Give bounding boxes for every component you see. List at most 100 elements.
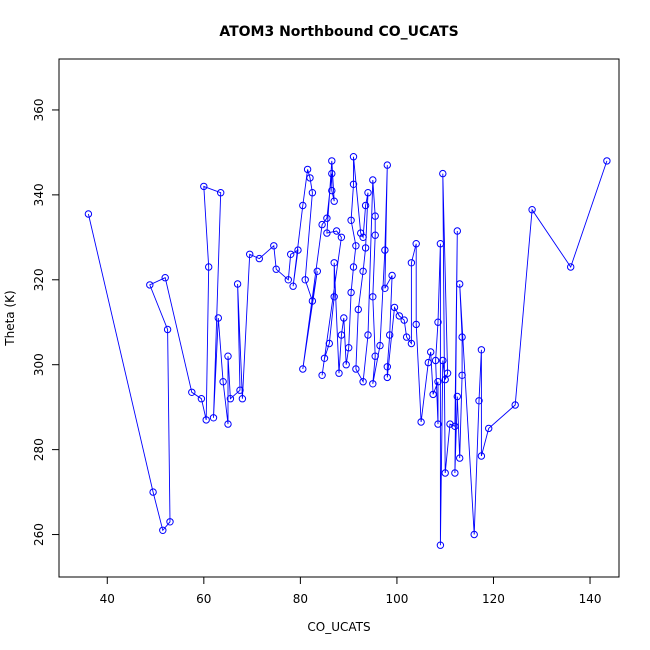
- data-point: [383, 373, 391, 382]
- data-point: [306, 174, 314, 182]
- data-point: [439, 356, 447, 365]
- data-point: [236, 386, 244, 394]
- data-point: [146, 281, 154, 289]
- data-point: [458, 333, 466, 341]
- data-point: [289, 282, 297, 290]
- data-point: [197, 395, 206, 403]
- data-point: [359, 378, 367, 386]
- data-point: [359, 267, 367, 275]
- data-point: [383, 363, 391, 371]
- data-point: [219, 378, 227, 386]
- data-point: [320, 354, 329, 362]
- data-point: [357, 229, 365, 237]
- data-point: [477, 452, 486, 460]
- data-point: [388, 271, 396, 280]
- x-axis: 40 60 80 100 120 140: [100, 576, 602, 606]
- data-point: [352, 242, 360, 250]
- data-point: [400, 316, 408, 324]
- data-point: [328, 169, 336, 178]
- data-point: [511, 401, 519, 409]
- data-point: [456, 454, 464, 462]
- data-point: [330, 259, 338, 267]
- data-point: [417, 418, 425, 426]
- data-point: [205, 263, 213, 271]
- data-point: [470, 530, 478, 539]
- data-point: [376, 341, 384, 350]
- data-point: [163, 325, 172, 334]
- data-point: [299, 201, 307, 210]
- data-point: [318, 220, 326, 229]
- y-tick-label: 360: [32, 98, 46, 121]
- data-point: [272, 265, 280, 273]
- data-point: [429, 390, 437, 399]
- data-point: [364, 331, 372, 339]
- data-point: [381, 246, 389, 254]
- data-point: [202, 416, 210, 424]
- data-point: [287, 250, 295, 259]
- x-tick-label: 40: [100, 592, 115, 606]
- data-point: [345, 344, 353, 352]
- y-tick-label: 320: [32, 268, 46, 291]
- data-point: [407, 339, 416, 348]
- data-point: [209, 414, 218, 422]
- data-point: [323, 214, 331, 222]
- series-points-group: [84, 153, 611, 549]
- data-point: [441, 375, 449, 384]
- data-point: [330, 293, 338, 301]
- data-point: [436, 541, 445, 549]
- data-point: [361, 201, 370, 210]
- data-point: [424, 358, 432, 367]
- data-point: [349, 180, 358, 189]
- data-point: [412, 320, 420, 329]
- data-point: [337, 331, 346, 339]
- data-point: [446, 420, 454, 428]
- data-point: [284, 276, 292, 284]
- data-point: [431, 356, 440, 365]
- data-point: [402, 333, 411, 341]
- data-point: [188, 388, 196, 396]
- x-tick-label: 120: [482, 592, 505, 606]
- data-point: [434, 378, 442, 386]
- data-point: [328, 186, 336, 195]
- x-tick-label: 60: [196, 592, 211, 606]
- data-point: [453, 227, 461, 235]
- data-point: [340, 314, 348, 322]
- data-point: [369, 380, 377, 388]
- y-tick-label: 300: [32, 353, 46, 376]
- data-point: [361, 244, 370, 252]
- x-tick-label: 140: [579, 592, 602, 606]
- data-point: [434, 318, 442, 326]
- data-point: [270, 242, 278, 250]
- data-point: [369, 293, 377, 301]
- data-point: [458, 371, 466, 379]
- data-point: [369, 176, 377, 184]
- data-point: [436, 240, 445, 248]
- data-point: [359, 233, 367, 242]
- y-tick-label: 280: [32, 438, 46, 461]
- y-tick-label: 260: [32, 523, 46, 546]
- data-point: [443, 369, 452, 377]
- data-point: [294, 246, 302, 254]
- y-tick-label: 340: [32, 183, 46, 206]
- data-point: [330, 197, 338, 205]
- data-point: [390, 303, 399, 312]
- data-point: [246, 250, 254, 259]
- data-point: [342, 361, 350, 369]
- data-point: [299, 365, 307, 373]
- data-point: [407, 259, 416, 267]
- data-point: [603, 157, 611, 165]
- data-point: [456, 280, 464, 288]
- data-point: [451, 469, 459, 477]
- data-point: [386, 331, 394, 339]
- data-point: [434, 420, 442, 428]
- data-point: [337, 233, 346, 242]
- data-point: [427, 348, 435, 356]
- data-point: [328, 157, 336, 165]
- data-point: [224, 420, 232, 428]
- data-point: [453, 392, 461, 401]
- plot-frame: [58, 58, 620, 578]
- data-point: [255, 254, 263, 263]
- data-point: [475, 397, 483, 405]
- data-point: [313, 267, 321, 275]
